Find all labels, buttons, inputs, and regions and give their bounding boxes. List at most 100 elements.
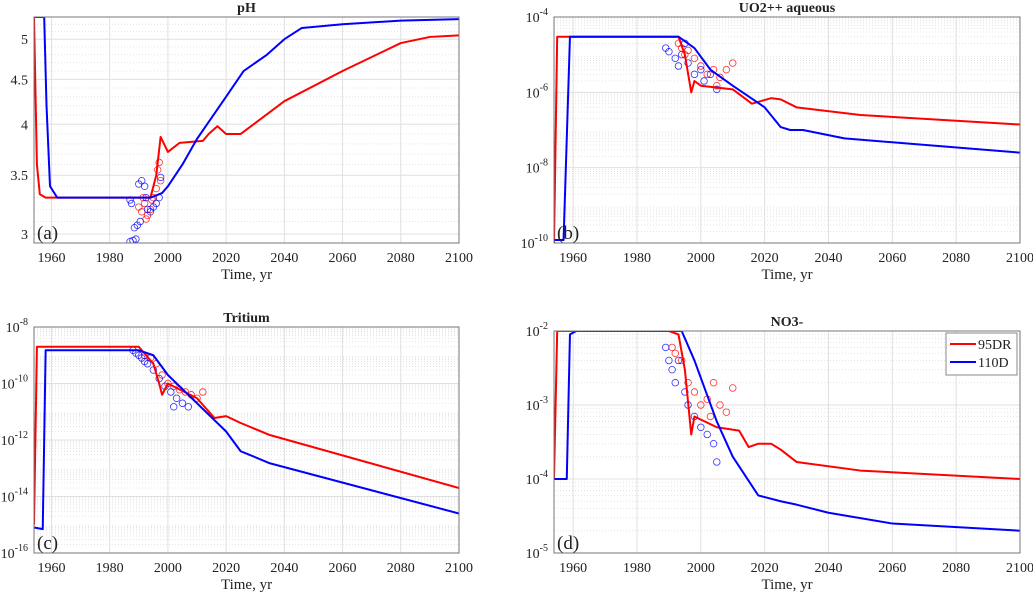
obs-point-110D	[671, 379, 679, 387]
y-tick-base: 10	[1, 378, 15, 393]
x-axis-label: Time, yr	[221, 267, 272, 283]
obs-point-110D	[709, 439, 718, 448]
x-tick-label: 2000	[687, 561, 715, 576]
x-tick-label: 1960	[37, 561, 65, 576]
x-tick-label: 2080	[942, 561, 970, 576]
x-tick-label: 2000	[687, 251, 715, 266]
series-line-95DR	[34, 17, 459, 199]
x-tick-label: 1980	[96, 251, 124, 266]
obs-point-95DR	[671, 349, 679, 357]
y-tick-base: 10	[526, 547, 540, 562]
obs-point-95DR	[729, 384, 737, 392]
panel-d: 1960 1980 2000 2020 2040 2060 2080 210010-510-4…	[526, 315, 1033, 593]
obs-point-110D	[674, 356, 683, 365]
obs-point-110D	[681, 388, 689, 396]
y-tick-exponent: -6	[540, 82, 548, 93]
obs-point-95DR	[690, 54, 699, 63]
obs-point-110D	[697, 65, 705, 74]
y-tick-exponent: -5	[540, 543, 548, 554]
x-tick-label: 2000	[154, 561, 182, 576]
panel-label: (a)	[37, 223, 58, 244]
chart-title: NO3-	[771, 315, 804, 330]
obs-point-110D	[136, 217, 144, 226]
y-tick-exponent: -16	[15, 543, 28, 554]
y-tick-label: 10-12	[1, 430, 28, 449]
x-tick-label: 2080	[942, 251, 970, 266]
obs-point-95DR	[181, 388, 190, 396]
y-tick-label: 10-8	[6, 317, 28, 336]
x-tick-label: 2080	[387, 561, 415, 576]
x-tick-label: 2040	[270, 561, 298, 576]
y-tick-exponent: -14	[15, 487, 28, 498]
legend: 95DR 110D	[945, 332, 1018, 376]
y-tick-label: 10-10	[1, 374, 28, 393]
y-tick-label: 4	[21, 118, 28, 133]
y-tick-exponent: -4	[540, 469, 548, 480]
y-tick-label: 10-4	[526, 469, 548, 488]
obs-point-110D	[156, 173, 165, 182]
x-tick-label: 2100	[445, 251, 473, 266]
y-tick-label: 10-8	[526, 158, 548, 177]
x-tick-label: 2020	[751, 251, 779, 266]
chart-title: UO2++ aqueous	[739, 1, 836, 16]
obs-point-110D	[668, 365, 676, 374]
y-tick-exponent: -8	[540, 158, 548, 169]
obs-point-110D	[703, 430, 711, 439]
obs-point-110D	[671, 54, 679, 63]
y-tick-label: 10-10	[521, 233, 548, 252]
obs-point-110D	[700, 77, 708, 85]
y-tick-exponent: -2	[540, 321, 548, 332]
obs-point-95DR	[713, 82, 721, 90]
y-tick-label: 10-2	[526, 321, 548, 340]
axes-box	[553, 16, 1021, 244]
x-tick-label: 1960	[559, 251, 587, 266]
plot-marks	[34, 17, 459, 243]
obs-point-110D	[143, 360, 152, 368]
x-axis-label: Time, yr	[221, 577, 272, 593]
panel-label: (c)	[37, 533, 58, 554]
x-tick-label: 1980	[623, 251, 651, 266]
panel-c: 1960 1980 2000 2020 2040 2060 2080 210010-1610-…	[1, 311, 473, 593]
x-tick-label: 2100	[1006, 251, 1033, 266]
obs-point-110D	[178, 399, 187, 407]
obs-point-110D	[713, 458, 721, 466]
plot-marks	[554, 35, 1020, 243]
obs-point-110D	[152, 199, 160, 208]
x-tick-label: 2100	[445, 561, 473, 576]
y-tick-label: 10-4	[526, 7, 548, 26]
obs-point-110D	[127, 199, 136, 208]
obs-point-110D	[674, 62, 683, 70]
obs-point-110D	[684, 59, 692, 67]
obs-point-95DR	[140, 199, 149, 208]
x-tick-label: 2020	[212, 251, 240, 266]
legend-label: 95DR	[978, 338, 1012, 353]
obs-point-95DR	[156, 177, 165, 185]
chart-title: pH	[237, 1, 256, 16]
obs-point-95DR	[729, 59, 737, 67]
y-tick-label: 10-3	[526, 395, 548, 414]
x-tick-label: 1980	[96, 561, 124, 576]
obs-point-110D	[697, 423, 705, 431]
y-tick-base: 10	[526, 11, 540, 26]
y-tick-exponent: -8	[20, 317, 28, 328]
y-tick-base: 10	[526, 162, 540, 177]
series-line-95DR	[554, 35, 1020, 243]
x-tick-label: 2100	[1006, 561, 1033, 576]
x-tick-label: 2020	[212, 561, 240, 576]
obs-point-95DR	[703, 70, 711, 79]
obs-point-95DR	[722, 65, 731, 74]
y-tick-label: 4.5	[11, 73, 29, 88]
obs-point-110D	[172, 394, 181, 402]
y-tick-exponent: -10	[535, 233, 548, 244]
x-tick-label: 2060	[329, 561, 357, 576]
series-line-110D	[554, 35, 1020, 242]
y-tick-base: 10	[6, 321, 20, 336]
series-line-110D	[554, 331, 1020, 532]
y-tick-label: 10-6	[526, 82, 548, 101]
obs-point-95DR	[716, 401, 724, 409]
y-tick-base: 10	[526, 325, 540, 340]
obs-point-95DR	[684, 379, 692, 387]
y-tick-label: 10-16	[1, 543, 28, 562]
obs-point-110D	[690, 70, 699, 79]
